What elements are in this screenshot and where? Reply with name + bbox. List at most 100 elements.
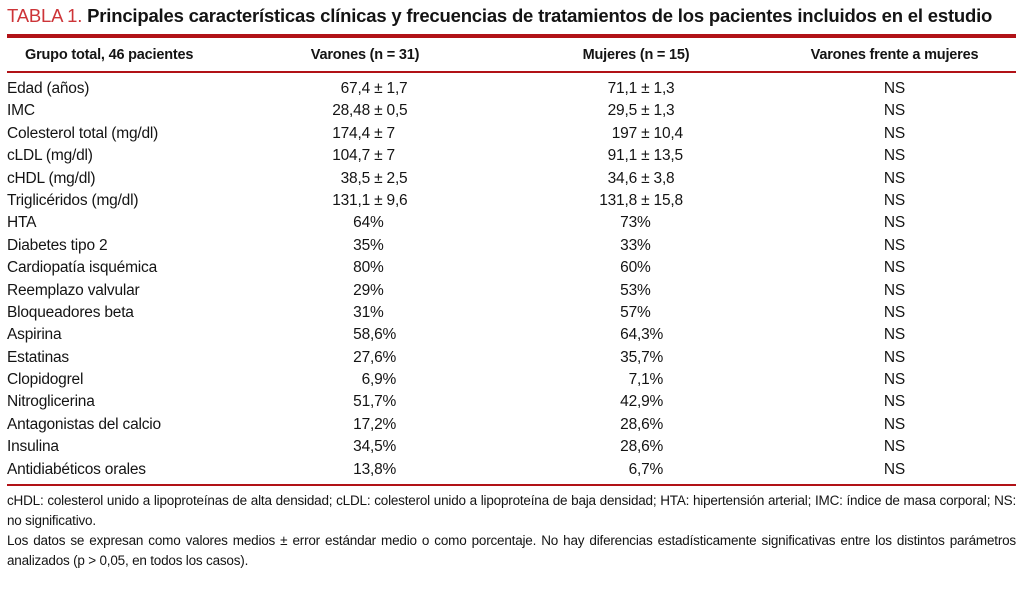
value-decimal-part: % — [370, 259, 384, 277]
value-integer-part: 7 — [628, 371, 638, 389]
value-decimal-part: ± 15,8 — [637, 191, 683, 209]
varones-value: 64% — [254, 212, 476, 234]
value-decimal-part: ,9% — [370, 371, 397, 389]
value-integer-part: 13 — [353, 460, 370, 478]
value-integer-part: 28 — [620, 415, 637, 433]
row-label: Bloqueadores beta — [7, 303, 134, 321]
value-integer-part: 51 — [353, 393, 370, 411]
value-integer-part: 64 — [353, 214, 370, 232]
row-label: Edad (años) — [7, 80, 90, 97]
mujeres-value: 131,8 ± 15,8 — [525, 190, 747, 212]
row-label: cLDL (mg/dl) — [7, 147, 93, 165]
comparison-value: NS — [883, 169, 906, 187]
mujeres-value: 29,5 ± 1,3 — [525, 100, 747, 122]
table-rule-header — [7, 71, 1016, 73]
row-label: cHDL (mg/dl) — [7, 169, 96, 187]
table-row: Colesterol total (mg/dl) 174,4 ± 7 197 ±… — [7, 123, 1016, 145]
value-decimal-part: ± 1,3 — [637, 102, 675, 120]
value-decimal-part: % — [370, 281, 384, 299]
table-row: Diabetes tipo 2 35% 33% NS — [7, 235, 1016, 257]
table-title: TABLA 1. Principales características clí… — [7, 4, 1011, 27]
varones-value: 131,1 ± 9,6 — [254, 190, 476, 212]
table-row: cHDL (mg/dl) 38,5 ± 2,5 34,6 ± 3,8 NS — [7, 168, 1016, 190]
row-label: HTA — [7, 214, 37, 232]
comparison-value: NS — [883, 438, 906, 456]
value-integer-part: 28 — [620, 438, 637, 456]
value-integer-part: 42 — [620, 393, 637, 411]
value-decimal-part: ± 7 — [370, 124, 395, 142]
value-integer-part: 57 — [620, 303, 637, 321]
mujeres-value: 42,9% — [525, 391, 747, 413]
varones-value: 38,5 ± 2,5 — [254, 168, 476, 190]
comparison-value: NS — [883, 236, 906, 254]
value-integer-part: 28,48 — [332, 102, 370, 120]
table-row: Edad (años) 67,4 ± 1,7 71,1 ± 1,3 NS — [7, 78, 1016, 100]
mujeres-value: 53% — [525, 280, 747, 302]
mujeres-value: 64,3% — [525, 324, 747, 346]
table-row: Bloqueadores beta 31% 57% NS — [7, 302, 1016, 324]
value-integer-part: 6 — [361, 371, 371, 389]
value-integer-part: 27 — [353, 348, 370, 366]
column-header-grupo-total: Grupo total, 46 pacientes — [25, 46, 194, 63]
varones-value: 80% — [254, 257, 476, 279]
value-integer-part: 33 — [620, 236, 637, 254]
table-header-row: Grupo total, 46 pacientes Varones (n = 3… — [7, 38, 1016, 71]
mujeres-value: 57% — [525, 302, 747, 324]
value-integer-part: 29,5 — [607, 102, 638, 120]
comparison-value: NS — [883, 214, 906, 232]
varones-value: 174,4 ± 7 — [254, 123, 476, 145]
value-decimal-part: ,7% — [370, 393, 397, 411]
value-integer-part: 91,1 — [607, 147, 638, 165]
value-integer-part: 17 — [353, 415, 370, 433]
table-row: Insulina 34,5% 28,6% NS — [7, 436, 1016, 458]
varones-value: 67,4 ± 1,7 — [254, 78, 476, 100]
varones-value: 13,8% — [254, 459, 476, 481]
value-integer-part: 197 — [611, 124, 637, 142]
table-footnotes: cHDL: colesterol unido a lipoproteínas d… — [7, 491, 1016, 571]
value-decimal-part: ± 9,6 — [370, 191, 408, 209]
comparison-value: NS — [883, 303, 906, 321]
value-integer-part: 104,7 — [332, 147, 370, 165]
value-integer-part: 64 — [620, 326, 637, 344]
value-decimal-part: ,6% — [637, 438, 664, 456]
column-header-comparacion: Varones frente a mujeres — [810, 46, 979, 63]
table-row: IMC 28,48 ± 0,5 29,5 ± 1,3 NS — [7, 100, 1016, 122]
value-decimal-part: ,5% — [370, 438, 397, 456]
varones-value: 31% — [254, 302, 476, 324]
varones-value: 28,48 ± 0,5 — [254, 100, 476, 122]
value-decimal-part: ,9% — [637, 393, 664, 411]
table-row: Antidiabéticos orales 13,8% 6,7% NS — [7, 459, 1016, 481]
value-integer-part: 34 — [353, 438, 370, 456]
comparison-value: NS — [883, 371, 906, 389]
value-decimal-part: % — [637, 214, 651, 232]
value-decimal-part: ± 0,5 — [370, 102, 408, 120]
row-label: Antagonistas del calcio — [7, 415, 161, 433]
value-decimal-part: ,7% — [637, 460, 664, 478]
varones-value: 6,9% — [254, 369, 476, 391]
mujeres-value: 28,6% — [525, 436, 747, 458]
comparison-value: NS — [883, 124, 906, 142]
value-decimal-part: % — [370, 236, 384, 254]
row-label: Clopidogrel — [7, 371, 84, 389]
column-header-mujeres: Mujeres (n = 15) — [582, 46, 690, 63]
table-row: HTA 64% 73% NS — [7, 212, 1016, 234]
table-row: Nitroglicerina 51,7% 42,9% NS — [7, 391, 1016, 413]
value-decimal-part: ,6% — [370, 326, 397, 344]
varones-value: 58,6% — [254, 324, 476, 346]
value-integer-part: 35 — [353, 236, 370, 254]
table-body: Edad (años) 67,4 ± 1,7 71,1 ± 1,3 NS IMC… — [7, 73, 1016, 481]
mujeres-value: 73% — [525, 212, 747, 234]
row-label: Antidiabéticos orales — [7, 460, 146, 478]
value-integer-part: 73 — [620, 214, 637, 232]
table-row: Reemplazo valvular 29% 53% NS — [7, 280, 1016, 302]
value-integer-part: 60 — [620, 259, 637, 277]
comparison-value: NS — [883, 147, 906, 165]
mujeres-value: 91,1 ± 13,5 — [525, 145, 747, 167]
varones-value: 27,6% — [254, 347, 476, 369]
table-row: Cardiopatía isquémica 80% 60% NS — [7, 257, 1016, 279]
varones-value: 17,2% — [254, 414, 476, 436]
table-row: cLDL (mg/dl) 104,7 ± 7 91,1 ± 13,5 NS — [7, 145, 1016, 167]
table-rule-top — [7, 34, 1016, 38]
varones-value: 104,7 ± 7 — [254, 145, 476, 167]
